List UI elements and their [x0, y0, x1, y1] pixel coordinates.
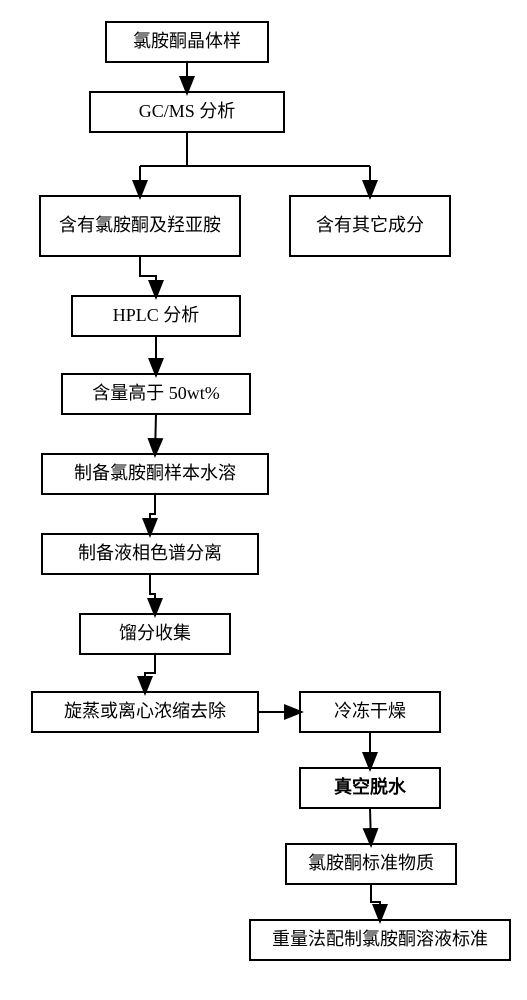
node-label: GC/MS 分析 [139, 101, 236, 121]
edge [371, 884, 380, 920]
edge [370, 808, 371, 844]
node-label: HPLC 分析 [113, 305, 200, 325]
edge [140, 256, 156, 296]
node-n9: 馏分收集 [80, 614, 230, 654]
node-label: 旋蒸或离心浓缩去除 [64, 701, 226, 721]
node-n12: 真空脱水 [300, 768, 440, 808]
node-label: 含量高于 50wt% [92, 383, 220, 403]
node-label: 真空脱水 [334, 776, 407, 797]
node-label: 氯胺酮晶体样 [133, 31, 241, 51]
node-n2: GC/MS 分析 [90, 92, 284, 132]
node-n8: 制备液相色谱分离 [42, 534, 258, 574]
edge [150, 494, 155, 534]
node-n10: 旋蒸或离心浓缩去除 [32, 692, 258, 732]
node-label: 制备氯胺酮样本水溶 [74, 463, 236, 483]
node-n1: 氯胺酮晶体样 [106, 22, 268, 62]
node-n4: 含有其它成分 [290, 196, 450, 256]
node-label: 重量法配制氯胺酮溶液标准 [272, 929, 488, 949]
node-n11: 冷冻干燥 [300, 692, 440, 732]
node-label: 含有氯胺酮及羟亚胺 [59, 215, 221, 235]
node-label: 氯胺酮标准物质 [308, 853, 434, 873]
node-n7: 制备氯胺酮样本水溶 [42, 454, 268, 494]
node-n6: 含量高于 50wt% [62, 374, 250, 414]
node-label: 制备液相色谱分离 [78, 543, 222, 563]
edge [145, 654, 155, 692]
node-label: 馏分收集 [119, 623, 191, 643]
node-n5: HPLC 分析 [72, 296, 240, 336]
edge [155, 414, 156, 454]
node-label: 含有其它成分 [316, 215, 424, 235]
node-n3: 含有氯胺酮及羟亚胺 [40, 196, 240, 256]
edge [150, 574, 155, 614]
node-label: 冷冻干燥 [334, 701, 406, 721]
node-n14: 重量法配制氯胺酮溶液标准 [250, 920, 510, 960]
flowchart-canvas: 氯胺酮晶体样 GC/MS 分析含有氯胺酮及羟亚胺 含有其它成分 HPLC 分析含量高于… [0, 0, 527, 1000]
node-n13: 氯胺酮标准物质 [286, 844, 456, 884]
